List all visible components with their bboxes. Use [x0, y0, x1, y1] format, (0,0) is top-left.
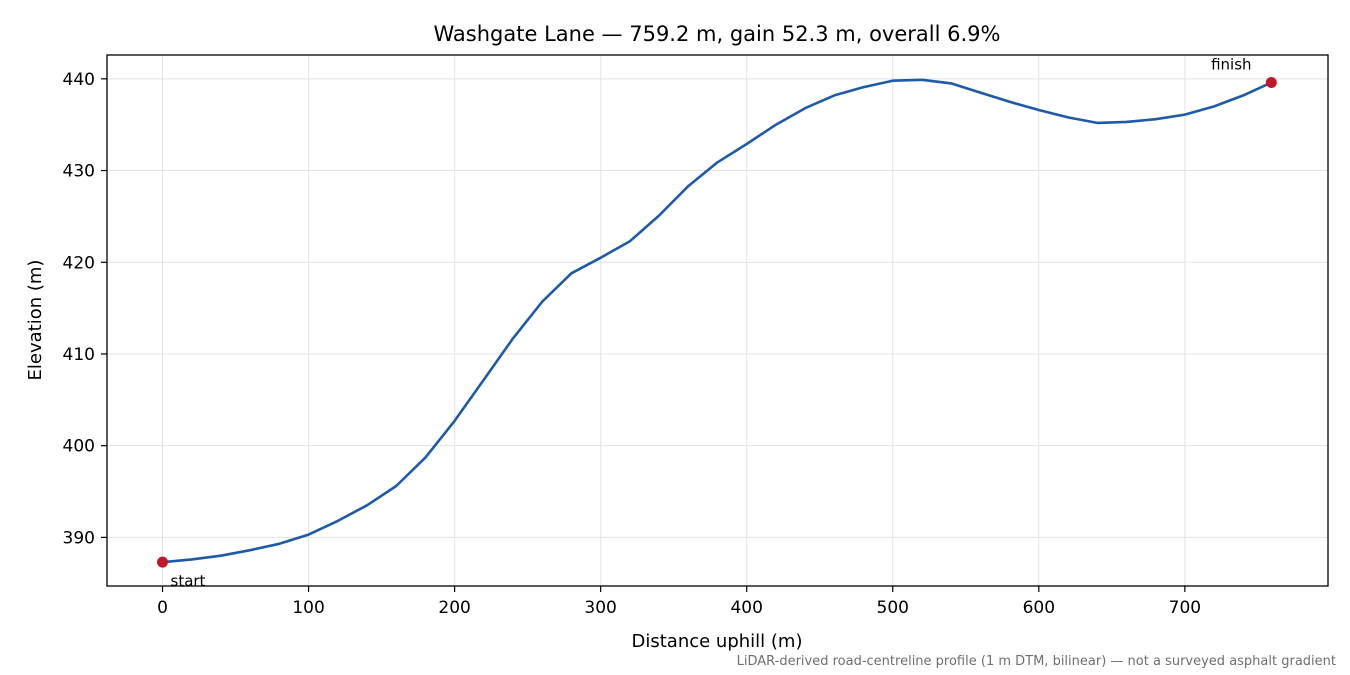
x-tick-label: 600 — [1023, 598, 1055, 618]
x-axis-ticks: 0 100 200 300 400 500 600 700 — [157, 586, 1201, 618]
y-tick-label: 400 — [63, 437, 95, 457]
y-tick-label: 440 — [63, 70, 95, 90]
plot-area-frame — [106, 54, 1329, 587]
chart-footnote: LiDAR-derived road-centreline profile (1… — [737, 654, 1336, 669]
y-axis-label: Elevation (m) — [25, 260, 46, 381]
start-marker — [157, 556, 168, 568]
x-tick-label: 200 — [438, 598, 470, 618]
x-tick-label: 100 — [292, 598, 324, 618]
elevation-profile-line — [162, 78, 1272, 564]
x-tick-label: 0 — [157, 598, 168, 618]
chart-title: Washgate Lane — 759.2 m, gain 52.3 m, ov… — [434, 22, 1001, 46]
y-tick-label: 390 — [63, 528, 95, 548]
y-tick-label: 430 — [63, 162, 95, 182]
y-tick-label: 410 — [63, 345, 95, 365]
x-tick-label: 300 — [584, 598, 616, 618]
x-tick-label: 700 — [1169, 598, 1201, 618]
x-tick-label: 500 — [877, 598, 909, 618]
x-axis-label: Distance uphill (m) — [632, 631, 803, 652]
grid-lines — [107, 55, 1328, 586]
finish-marker — [1265, 77, 1277, 89]
finish-label: finish — [1211, 56, 1251, 74]
start-label: start — [171, 572, 206, 590]
x-tick-label: 400 — [730, 598, 762, 618]
y-tick-label: 420 — [63, 253, 95, 273]
y-axis-ticks: 390 400 410 420 430 440 — [63, 70, 107, 548]
